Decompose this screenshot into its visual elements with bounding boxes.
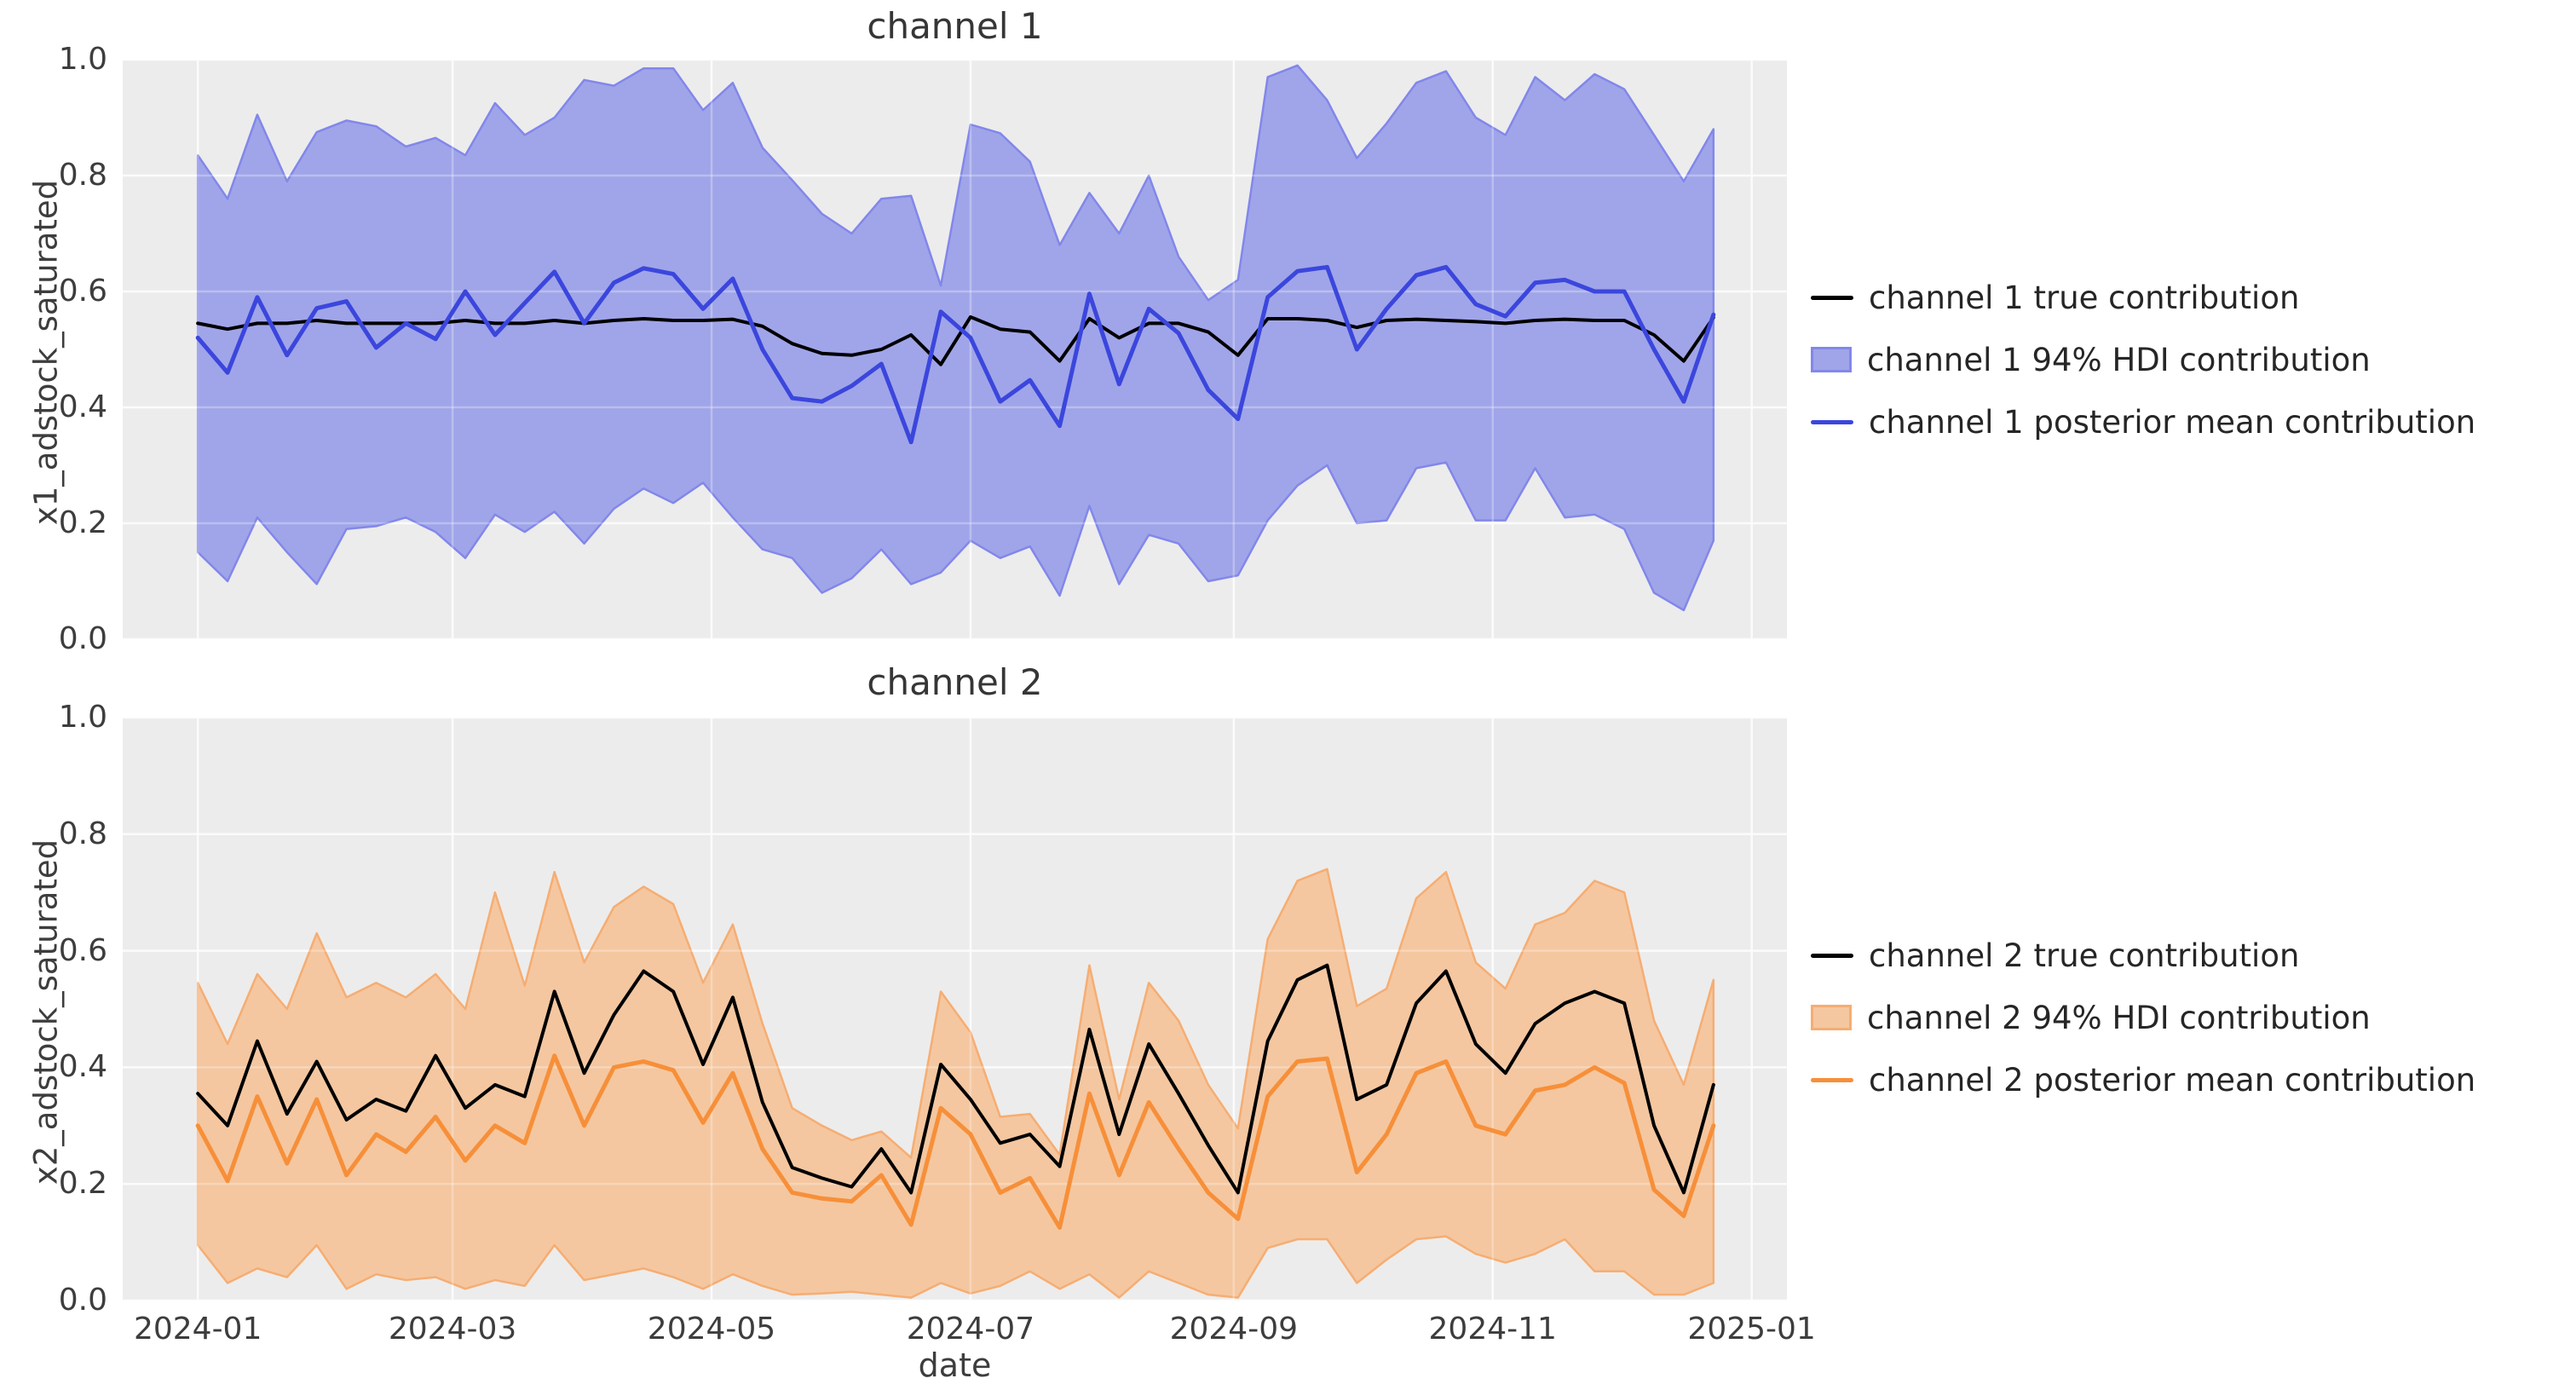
- chart1-title: channel 1: [867, 5, 1043, 47]
- black-line-icon: [1811, 953, 1853, 958]
- y-tick-label: 0.4: [58, 1049, 107, 1085]
- legend-label: channel 1 true contribution: [1869, 279, 2300, 316]
- x-axis-label: date: [918, 1347, 992, 1384]
- y-tick-label: 0.6: [58, 932, 107, 968]
- orange-line-icon: [1811, 1077, 1853, 1082]
- legend-label: channel 1 posterior mean contribution: [1869, 403, 2476, 441]
- orange-band-swatch-icon: [1811, 1005, 1852, 1030]
- x-tick-label: 2024-09: [1169, 1312, 1299, 1347]
- chart1-y-axis-label: x1_adstock_saturated: [27, 179, 65, 526]
- y-tick-label: 0.8: [58, 816, 107, 851]
- x-tick-label: 2024-05: [647, 1312, 776, 1347]
- x-tick-label: 2024-07: [906, 1312, 1035, 1347]
- blue-line-icon: [1811, 419, 1853, 424]
- y-tick-label: 0.0: [58, 621, 107, 656]
- legend-item-mean-1: channel 1 posterior mean contribution: [1811, 401, 2475, 442]
- y-tick-label: 0.8: [58, 158, 107, 193]
- y-tick-label: 0.6: [58, 274, 107, 309]
- x-tick-label: 2024-03: [388, 1312, 517, 1347]
- legend-item-hdi-2: channel 2 94% HDI contribution: [1811, 997, 2371, 1038]
- y-tick-label: 1.0: [58, 700, 107, 735]
- legend-label: channel 1 94% HDI contribution: [1867, 341, 2371, 378]
- y-tick-label: 0.2: [58, 1166, 107, 1202]
- y-tick-label: 0.0: [58, 1283, 107, 1318]
- blue-band-swatch-icon: [1811, 347, 1852, 372]
- legend-item-mean-2: channel 2 posterior mean contribution: [1811, 1059, 2475, 1100]
- x-tick-label: 2024-11: [1428, 1312, 1557, 1347]
- chart1-plot-area: [123, 60, 1787, 639]
- legend-item-true-2: channel 2 true contribution: [1811, 935, 2299, 976]
- legend-label: channel 2 94% HDI contribution: [1867, 999, 2371, 1036]
- x-tick-label: 2025-01: [1687, 1312, 1816, 1347]
- x-tick-label: 2024-01: [133, 1312, 262, 1347]
- chart2-y-axis-label: x2_adstock_saturated: [27, 839, 65, 1185]
- y-tick-label: 0.2: [58, 505, 107, 540]
- legend-item-hdi-1: channel 1 94% HDI contribution: [1811, 339, 2371, 380]
- black-line-icon: [1811, 295, 1853, 300]
- chart2-title: channel 2: [867, 661, 1043, 703]
- chart2-plot-area: [123, 718, 1787, 1300]
- legend-item-true-1: channel 1 true contribution: [1811, 277, 2299, 318]
- legend-label: channel 2 true contribution: [1869, 937, 2300, 974]
- y-tick-label: 0.4: [58, 389, 107, 424]
- legend-label: channel 2 posterior mean contribution: [1869, 1061, 2476, 1099]
- y-tick-label: 1.0: [58, 42, 107, 77]
